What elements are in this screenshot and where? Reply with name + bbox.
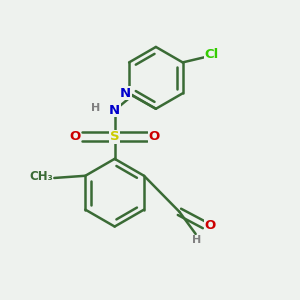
Text: Cl: Cl — [205, 48, 219, 61]
Text: N: N — [120, 87, 131, 100]
Text: S: S — [110, 130, 119, 143]
Text: O: O — [69, 130, 80, 143]
Text: H: H — [91, 103, 100, 113]
Text: H: H — [193, 236, 202, 245]
Text: CH₃: CH₃ — [29, 170, 53, 183]
Text: O: O — [205, 219, 216, 232]
Text: O: O — [149, 130, 160, 143]
Text: N: N — [109, 104, 120, 117]
